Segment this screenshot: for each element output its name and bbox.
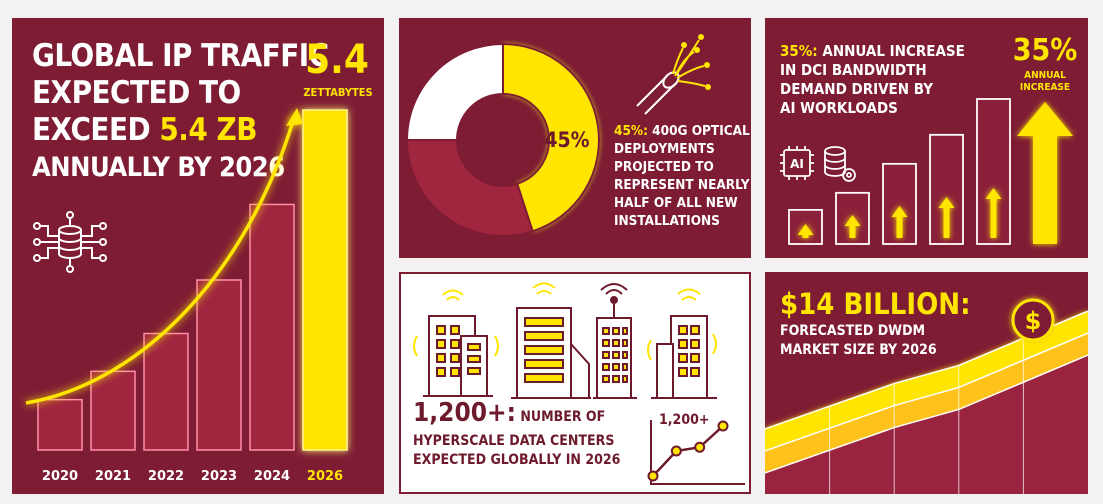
optical-donut-slice xyxy=(502,42,600,233)
ip-traffic-title-line2: EXPECTED TO xyxy=(32,75,241,111)
dwdm-panel: $ $14 BILLION: FORECASTED DWDM MARKET SI… xyxy=(765,272,1088,494)
optical-donut-slice xyxy=(405,139,534,237)
hyperscale-mini-point xyxy=(670,445,682,457)
hyperscale-description: 1,200+: NUMBER OF HYPERSCALE DATA CENTER… xyxy=(413,398,620,470)
ip-traffic-big-unit: ZETTABYTES xyxy=(303,86,373,99)
ip-traffic-bar xyxy=(37,398,83,451)
dci-bar-arrow xyxy=(938,197,955,238)
optical-desc-line3: PROJECTED TO xyxy=(614,159,714,175)
ip-traffic-panel: GLOBAL IP TRAFFIC EXPECTED TO EXCEED 5.4… xyxy=(12,18,384,494)
building-wifi-icon xyxy=(413,289,499,397)
up-arrow-icon xyxy=(1017,102,1073,244)
optical-panel: 45% 45%: 400G OPTICAL DEPLOYMENTS PROJEC… xyxy=(399,18,751,258)
hyperscale-mini-point xyxy=(647,470,659,482)
hyperscale-desc-line1-rest: NUMBER OF xyxy=(515,409,606,425)
dci-title-line2: IN DCI BANDWIDTH xyxy=(780,61,927,79)
hyperscale-value: 1,200+: xyxy=(413,398,516,428)
dci-title-line1-rest: ANNUAL INCREASE xyxy=(817,42,965,60)
ip-traffic-trend-arrow xyxy=(25,117,296,405)
ip-traffic-trend-arrowhead xyxy=(286,108,303,126)
ip-traffic-title: GLOBAL IP TRAFFIC EXPECTED TO EXCEED 5.4… xyxy=(32,38,329,186)
optical-desc-line4: REPRESENT NEARLY xyxy=(614,177,750,193)
dci-title-line1: 35%: ANNUAL INCREASE xyxy=(780,42,965,61)
hyperscale-desc-line1: 1,200+: NUMBER OF xyxy=(413,398,620,432)
ip-traffic-title-prefix: EXCEED xyxy=(32,112,160,148)
dci-big-value: 35% xyxy=(1012,33,1078,68)
dollar-symbol: $ xyxy=(1025,307,1042,335)
dci-title: 35%: ANNUAL INCREASE IN DCI BANDWIDTH DE… xyxy=(780,42,965,118)
database-network-icon xyxy=(33,211,107,273)
optical-description: 45%: 400G OPTICAL DEPLOYMENTS PROJECTED … xyxy=(614,122,750,230)
hyperscale-mini-point xyxy=(717,420,729,432)
ip-traffic-title-highlight: 5.4 ZB xyxy=(159,112,257,148)
dci-big-sub2: INCREASE xyxy=(1019,82,1071,93)
ip-traffic-year-label: 2023 xyxy=(201,469,237,484)
dwdm-area-band-middle xyxy=(765,333,1088,473)
ip-traffic-year-label: 2022 xyxy=(148,469,184,484)
hyperscale-mini-line xyxy=(652,425,724,477)
dwdm-value: $14 BILLION: xyxy=(780,287,971,321)
ip-traffic-big-value: 5.4 xyxy=(305,37,369,83)
ip-traffic-title-line3: EXCEED 5.4 ZB xyxy=(32,112,329,149)
dwdm-area-line xyxy=(765,332,1088,452)
hyperscale-mini-point xyxy=(694,441,706,453)
optical-desc-line1: 45%: 400G OPTICAL xyxy=(614,122,750,140)
dci-bar-chart: AI xyxy=(780,98,1073,245)
dollar-coin-icon xyxy=(1011,298,1055,342)
fiber-optic-cable-icon xyxy=(636,34,711,115)
dwdm-desc-line2: MARKET SIZE BY 2026 xyxy=(780,342,937,358)
optical-desc-highlight: 45%: xyxy=(614,123,648,139)
ip-traffic-title-line4: ANNUALLY BY 2026 xyxy=(32,152,285,183)
dwdm-desc-line1: FORECASTED DWDM xyxy=(780,323,926,339)
building-wifi-icon xyxy=(647,288,717,399)
hyperscale-mini-chart-label: 1,200+ xyxy=(659,412,710,428)
hyperscale-graphics xyxy=(413,282,745,485)
hyperscale-desc-line3: EXPECTED GLOBALLY IN 2026 xyxy=(413,452,621,468)
ip-traffic-chart: 2020 2021 2022 2023 2024 2026 xyxy=(25,108,348,484)
optical-donut-slice xyxy=(405,42,504,141)
ip-traffic-bar xyxy=(302,109,348,451)
dwdm-area-band-top xyxy=(765,311,1088,451)
ip-traffic-year-label: 2024 xyxy=(254,469,290,484)
dwdm-area-chart: $ xyxy=(765,298,1088,494)
dci-panel: 35%: ANNUAL INCREASE IN DCI BANDWIDTH DE… xyxy=(765,18,1088,258)
ip-traffic-year-label: 2021 xyxy=(95,469,131,484)
dci-title-line3: DEMAND DRIVEN BY xyxy=(780,80,934,98)
ip-traffic-title-line1: GLOBAL IP TRAFFIC xyxy=(32,38,329,74)
building-antenna-icon xyxy=(593,283,637,399)
hyperscale-mini-chart-axes xyxy=(650,420,745,485)
dci-title-line4: AI WORKLOADS xyxy=(780,99,898,117)
ip-traffic-bar xyxy=(143,332,189,451)
optical-desc-line6: INSTALLATIONS xyxy=(614,213,720,229)
ai-chip-icon xyxy=(780,146,814,180)
dci-big-sub1: ANNUAL xyxy=(1024,70,1066,81)
optical-desc-line5: HALF OF ALL NEW xyxy=(614,195,738,211)
optical-desc-line2: DEPLOYMENTS xyxy=(614,141,715,157)
dci-bar-arrow xyxy=(891,206,908,238)
ip-traffic-bar xyxy=(196,279,242,451)
optical-donut-chart xyxy=(405,34,711,237)
ip-traffic-bar xyxy=(90,370,136,451)
dwdm-area-line xyxy=(765,354,1088,474)
database-gear-icon xyxy=(824,146,856,182)
building-wifi-icon xyxy=(511,282,591,399)
hyperscale-panel: 1,200+ 1,200+: NUMBER OF HYPERSCALE DATA… xyxy=(399,272,751,494)
optical-percent-label: 45% xyxy=(544,128,590,152)
ai-chip-text: AI xyxy=(790,157,804,171)
dwdm-description: $14 BILLION: FORECASTED DWDM MARKET SIZE… xyxy=(780,286,971,360)
ip-traffic-year-label: 2026 xyxy=(307,469,343,484)
hyperscale-desc-line2: HYPERSCALE DATA CENTERS xyxy=(413,433,615,449)
dci-bar-arrow xyxy=(797,224,814,238)
ip-traffic-year-label: 2020 xyxy=(42,469,78,484)
ip-traffic-bar xyxy=(249,203,295,451)
dci-title-highlight: 35%: xyxy=(780,42,818,60)
dci-bar-arrow xyxy=(844,215,861,238)
optical-desc-line1-rest: 400G OPTICAL xyxy=(647,123,750,139)
dci-bar-arrow xyxy=(985,188,1002,238)
